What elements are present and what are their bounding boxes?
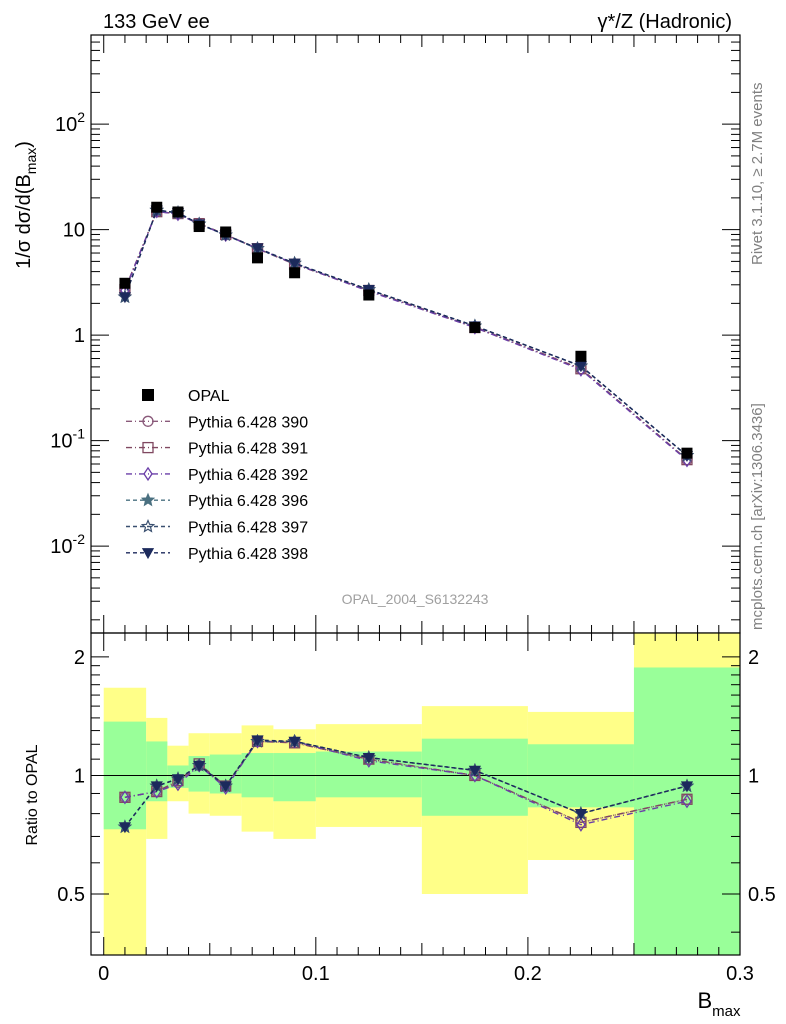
x-tick-label: 0.2 [514,963,542,985]
x-axis-label: Bmax [697,988,741,1020]
data-point [118,822,132,834]
legend-label: Pythia 6.428 396 [188,493,308,510]
opal-data-point [151,201,163,213]
ratio-y-tick-label-right: 2 [748,647,759,669]
legend-label: Pythia 6.428 390 [188,414,308,431]
ratio-frame [90,632,741,956]
opal-data-point [289,267,301,279]
data-point [142,415,154,427]
data-point [140,518,156,533]
mcplots-label: mcplots.cern.ch [arXiv:1306.3436] [749,403,766,630]
legend-label: Pythia 6.428 398 [188,546,308,563]
green-band [273,753,316,802]
series-line [124,209,688,457]
right-title: γ*/Z (Hadronic) [598,11,732,33]
rivet-label: Rivet 3.1.10, ≥ 2.7M events [749,83,766,266]
main-frame [90,34,741,634]
y-tick-label: 10 [63,220,85,242]
ratio-series-line [124,739,688,828]
main-y-axis-label: 1/σ dσ/d(Bmax) [13,141,39,269]
data-point [142,441,154,454]
x-tick-label: 0.1 [302,963,330,985]
data-point [251,243,264,255]
analysis-watermark: OPAL_2004_S6132243 [342,591,489,607]
data-point [288,736,301,748]
opal-data-point [172,206,184,218]
ratio-panel: 0 0.1 0.2 0.3 0.5 0.5 1 1 2 2 [57,632,776,985]
data-point [118,292,132,304]
opal-data-point [220,226,232,238]
data-point [251,735,264,747]
data-point [171,774,185,786]
data-point [140,492,156,507]
data-point [574,808,588,820]
data-point [362,752,375,764]
legend-marker-opal [142,389,154,401]
data-point [143,466,153,482]
legend-label: Pythia 6.428 391 [188,441,308,458]
data-point [150,781,163,793]
legend: OPAL Pythia 6.428 390 Pythia 6.428 391 Pyth… [126,388,308,563]
ratio-y-tick-label: 2 [74,647,85,669]
green-band [421,738,528,816]
ratio-y-tick-label-right: 1 [748,765,759,787]
ratio-y-tick-label: 0.5 [57,884,85,906]
legend-label: Pythia 6.428 397 [188,520,308,537]
data-point [288,258,301,270]
opal-data-point [681,447,693,459]
opal-data-point [119,277,131,289]
data-point [141,548,155,560]
opal-data-point [363,289,375,301]
x-tick-label: 0 [98,963,109,985]
data-point [682,794,692,809]
green-band [633,667,740,955]
data-point [219,781,232,793]
opal-data-point [469,322,481,334]
y-tick-label: 10-1 [50,426,85,453]
opal-data-point [575,350,587,362]
y-tick-label: 10-2 [50,531,85,558]
opal-data-point [193,221,205,233]
data-point [120,790,130,805]
x-tick-label: 0.3 [726,963,754,985]
left-title: 133 GeV ee [103,11,210,33]
main-panel: 10-2 10-1 1 10 102 [50,34,741,634]
data-point [576,817,586,832]
ratio-y-axis-label: Ratio to OPAL [24,744,41,845]
legend-label: Pythia 6.428 392 [188,467,308,484]
y-tick-label: 102 [55,109,85,136]
legend-label: OPAL [188,388,230,405]
opal-data-point [251,252,263,264]
data-point [468,765,481,777]
data-point [193,760,206,772]
ratio-y-tick-label: 1 [74,765,85,787]
data-point [574,361,588,373]
data-point [680,781,694,793]
ratio-y-tick-label-right: 0.5 [748,884,776,906]
y-tick-label: 1 [74,325,85,347]
